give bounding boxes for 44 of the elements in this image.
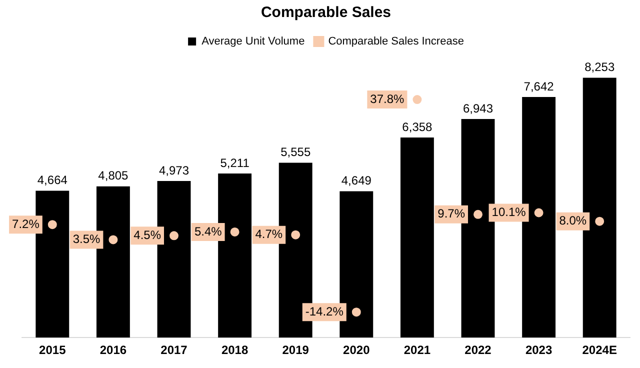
point <box>48 220 57 230</box>
point <box>170 231 178 240</box>
legend-label: Average Unit Volume <box>202 36 305 48</box>
data-label: 4.7% <box>255 227 283 242</box>
x-tick-label: 2017 <box>160 343 188 358</box>
data-label: 6,358 <box>402 120 433 134</box>
point <box>412 95 422 104</box>
data-label: 9.7% <box>438 206 466 221</box>
point <box>291 230 300 240</box>
data-label: 5,211 <box>220 156 250 170</box>
data-label: 37.8% <box>370 92 405 106</box>
data-label: 5.4% <box>194 224 222 238</box>
x-tick-label: 2022 <box>464 343 492 358</box>
x-tick-label: 2024E <box>582 343 617 358</box>
point <box>474 210 482 219</box>
legend-label: Comparable Sales Increase <box>328 36 464 48</box>
x-tick-label: 2021 <box>404 343 431 358</box>
point <box>352 308 361 317</box>
data-label: 3.5% <box>72 232 101 246</box>
bar <box>400 137 434 338</box>
x-tick-label: 2015 <box>39 343 66 358</box>
data-label: 7.2% <box>12 216 40 231</box>
data-label: 6,943 <box>462 101 494 116</box>
point <box>534 208 544 218</box>
x-tick-label: 2019 <box>282 343 310 358</box>
chart-title: Comparable Sales <box>260 4 392 22</box>
data-label: 4,805 <box>98 168 129 183</box>
data-label: 5,555 <box>280 145 311 160</box>
data-label: 8,253 <box>584 60 615 74</box>
data-label: -14.2% <box>305 304 344 318</box>
data-label: 8.0% <box>559 214 587 228</box>
data-label: 4,649 <box>341 174 372 188</box>
point <box>595 216 604 226</box>
x-tick-label: 2020 <box>343 343 370 358</box>
data-label: 4.5% <box>134 228 162 242</box>
data-label: 4,973 <box>158 163 190 178</box>
point <box>230 227 240 236</box>
point <box>108 235 118 244</box>
x-tick-label: 2023 <box>525 343 552 358</box>
data-label: 4,664 <box>37 173 68 188</box>
data-label: 10.1% <box>492 205 526 220</box>
data-label: 7,642 <box>524 79 554 94</box>
x-tick-label: 2016 <box>100 343 127 358</box>
x-tick-label: 2018 <box>221 343 248 358</box>
